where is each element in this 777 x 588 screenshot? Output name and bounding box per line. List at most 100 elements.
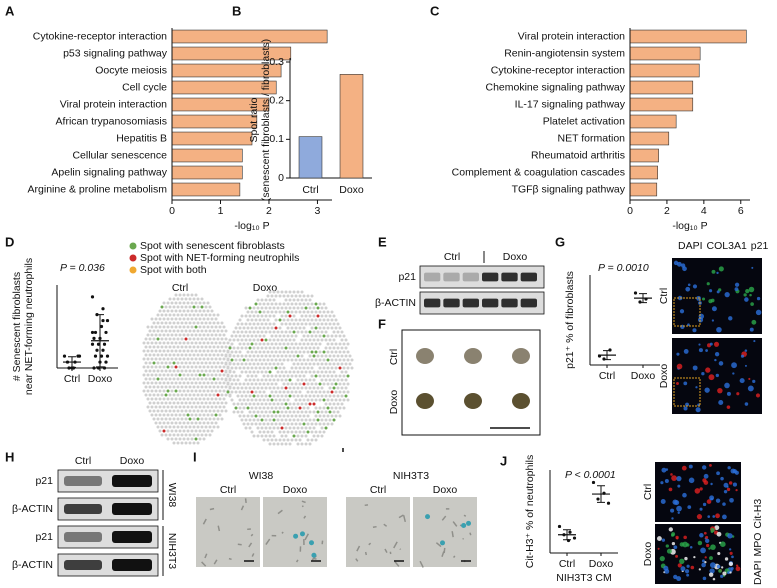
spot bbox=[154, 333, 158, 337]
spot bbox=[292, 314, 296, 318]
cell bbox=[716, 326, 722, 333]
spot bbox=[196, 377, 200, 381]
spot bbox=[236, 354, 240, 358]
spot bbox=[190, 325, 194, 329]
spot bbox=[250, 334, 254, 338]
spot bbox=[228, 354, 232, 358]
spot bbox=[156, 377, 160, 381]
spot bbox=[182, 381, 186, 385]
cell bbox=[452, 521, 458, 527]
spot bbox=[310, 302, 314, 306]
cell bbox=[727, 571, 731, 575]
spot bbox=[170, 357, 174, 361]
spot bbox=[216, 353, 220, 357]
spot bbox=[200, 353, 204, 357]
spot bbox=[160, 393, 164, 397]
spot bbox=[324, 370, 328, 374]
spot bbox=[196, 393, 200, 397]
spot bbox=[298, 342, 302, 346]
spot bbox=[294, 334, 298, 338]
micrograph bbox=[263, 497, 327, 567]
cell bbox=[734, 282, 740, 287]
spot bbox=[248, 330, 252, 334]
spot bbox=[248, 354, 252, 358]
spot bbox=[188, 313, 192, 317]
cell bbox=[730, 468, 736, 474]
spot bbox=[326, 334, 330, 338]
spot bbox=[330, 414, 334, 418]
spot bbox=[186, 341, 190, 345]
spot bbox=[190, 309, 194, 313]
spot bbox=[290, 334, 294, 338]
spot bbox=[172, 393, 176, 397]
cell bbox=[700, 547, 706, 554]
data-point bbox=[572, 536, 577, 540]
spot bbox=[284, 306, 288, 310]
spot bbox=[250, 422, 254, 426]
bar bbox=[629, 80, 694, 95]
spot bbox=[274, 326, 278, 330]
spot bbox=[334, 382, 338, 386]
spot bbox=[252, 402, 256, 406]
spot bbox=[174, 397, 178, 401]
spot bbox=[180, 305, 184, 309]
spot bbox=[160, 361, 164, 365]
spot bbox=[296, 346, 300, 350]
spot bbox=[234, 366, 238, 370]
spot bbox=[298, 422, 302, 426]
spot bbox=[242, 406, 246, 410]
spot bbox=[338, 398, 342, 402]
spot bbox=[236, 378, 240, 382]
spot bbox=[298, 382, 302, 386]
spot bbox=[322, 398, 326, 402]
spot bbox=[200, 393, 204, 397]
spot bbox=[290, 302, 294, 306]
data-point bbox=[591, 480, 596, 485]
spot bbox=[156, 425, 160, 429]
spot bbox=[190, 293, 194, 297]
spot bbox=[206, 325, 210, 329]
spot bbox=[150, 349, 154, 353]
spot bbox=[192, 361, 196, 365]
spot bbox=[280, 346, 284, 350]
spot bbox=[314, 398, 318, 402]
spot bbox=[312, 362, 316, 366]
cell bbox=[683, 348, 689, 354]
spot bbox=[160, 345, 164, 349]
spot bbox=[234, 334, 238, 338]
spot bbox=[220, 353, 224, 357]
spot bbox=[276, 306, 280, 310]
spot bbox=[242, 414, 246, 418]
spot bbox=[158, 373, 162, 377]
spot bbox=[180, 321, 184, 325]
cell bbox=[702, 478, 707, 483]
spot bbox=[224, 337, 228, 341]
spot bbox=[164, 385, 168, 389]
spot bbox=[336, 394, 340, 398]
cell bbox=[687, 323, 690, 327]
spot bbox=[300, 298, 304, 302]
spot bbox=[228, 386, 232, 390]
spot bbox=[198, 325, 202, 329]
blot-band bbox=[64, 504, 102, 514]
spot bbox=[318, 350, 322, 354]
spot bbox=[276, 346, 280, 350]
spot bbox=[304, 418, 308, 422]
blot-band bbox=[112, 559, 152, 571]
spot bbox=[316, 386, 320, 390]
spot bbox=[270, 326, 274, 330]
cell bbox=[364, 551, 368, 556]
spot bbox=[284, 322, 288, 326]
spot bbox=[288, 338, 292, 342]
spot bbox=[156, 369, 160, 373]
spot bbox=[152, 329, 156, 333]
spot bbox=[324, 378, 328, 382]
category-label: IL-17 signaling pathway bbox=[515, 98, 626, 110]
spot bbox=[218, 373, 222, 377]
legend-label: Spot with both bbox=[140, 264, 207, 276]
spot bbox=[160, 377, 164, 381]
stain bbox=[461, 523, 467, 529]
spot bbox=[336, 410, 340, 414]
spot bbox=[328, 314, 332, 318]
spot bbox=[220, 361, 224, 365]
